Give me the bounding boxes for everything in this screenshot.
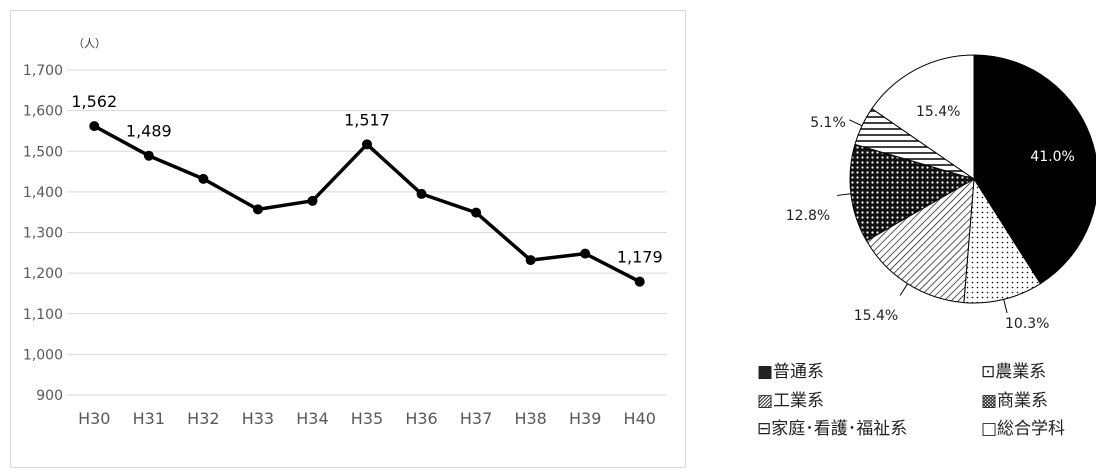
pie-value-label: 10.3% xyxy=(1005,316,1049,332)
y-tick-label: 900 xyxy=(36,388,63,404)
legend-item: ▨工業系 xyxy=(757,391,825,411)
x-tick-label: H35 xyxy=(351,409,383,428)
legend-item: ⊡農業系 xyxy=(981,362,1047,382)
legend-item: ▩商業系 xyxy=(981,391,1049,411)
data-point xyxy=(471,207,482,218)
pie-value-label: 41.0% xyxy=(1030,149,1074,165)
x-tick-label: H38 xyxy=(514,409,546,428)
data-point xyxy=(416,188,427,199)
legend-item: ■普通系 xyxy=(757,362,825,382)
leader-line xyxy=(1003,299,1008,314)
y-unit-label: （人） xyxy=(73,37,106,50)
data-point xyxy=(525,255,536,266)
x-tick-label: H31 xyxy=(133,409,165,428)
data-point xyxy=(634,276,645,287)
data-point xyxy=(143,150,154,161)
pie-value-label: 15.4% xyxy=(916,104,960,120)
y-tick-label: 1,200 xyxy=(23,266,63,282)
x-tick-label: H37 xyxy=(460,409,492,428)
slice-integrated xyxy=(871,54,975,180)
x-tick-label: H40 xyxy=(624,409,656,428)
line-chart: （人） 900 1,000 1,100 1,200 1,300 1,400 1,500 1,60… xyxy=(23,37,667,428)
y-tick-label: 1,000 xyxy=(23,347,63,363)
pie-value-label: 5.1% xyxy=(810,115,846,131)
legend-item: □総合学科 xyxy=(981,419,1066,439)
leader-line xyxy=(836,193,851,196)
x-tick-label: H32 xyxy=(187,409,219,428)
y-tick-label: 1,400 xyxy=(23,185,63,201)
leader-line xyxy=(899,283,908,296)
data-point xyxy=(198,173,209,184)
y-tick-label: 1,700 xyxy=(23,63,63,79)
y-tick-label: 1,500 xyxy=(23,144,63,160)
x-tick-label: H34 xyxy=(296,409,328,428)
x-tick-label: H33 xyxy=(242,409,274,428)
data-label: 1,562 xyxy=(71,92,117,111)
pie-value-label: 12.8% xyxy=(786,208,830,224)
slice-industry xyxy=(865,178,975,304)
data-label: 1,179 xyxy=(617,248,663,267)
slice-commerce xyxy=(849,143,976,242)
y-tick-label: 1,600 xyxy=(23,104,63,120)
data-point xyxy=(362,139,372,150)
legend-item: ⊟家庭･看護･福祉系 xyxy=(757,419,908,439)
x-tick-label: H36 xyxy=(405,409,437,428)
data-label: 1,489 xyxy=(126,122,172,141)
data-point xyxy=(580,248,591,259)
leader-line xyxy=(849,119,863,127)
data-point xyxy=(252,204,263,215)
data-point xyxy=(307,195,318,206)
data-label: 1,517 xyxy=(344,110,390,129)
y-tick-label: 1,300 xyxy=(23,226,63,242)
slice-agriculture xyxy=(963,177,1042,304)
y-tick-label: 1,100 xyxy=(23,307,63,323)
x-tick-label: H30 xyxy=(78,409,110,428)
line-chart-panel: （人） 900 1,000 1,100 1,200 1,300 1,400 1,500 1,60… xyxy=(10,10,686,468)
x-tick-label: H39 xyxy=(569,409,601,428)
pie-value-label: 15.4% xyxy=(854,308,898,324)
data-point xyxy=(89,121,100,132)
